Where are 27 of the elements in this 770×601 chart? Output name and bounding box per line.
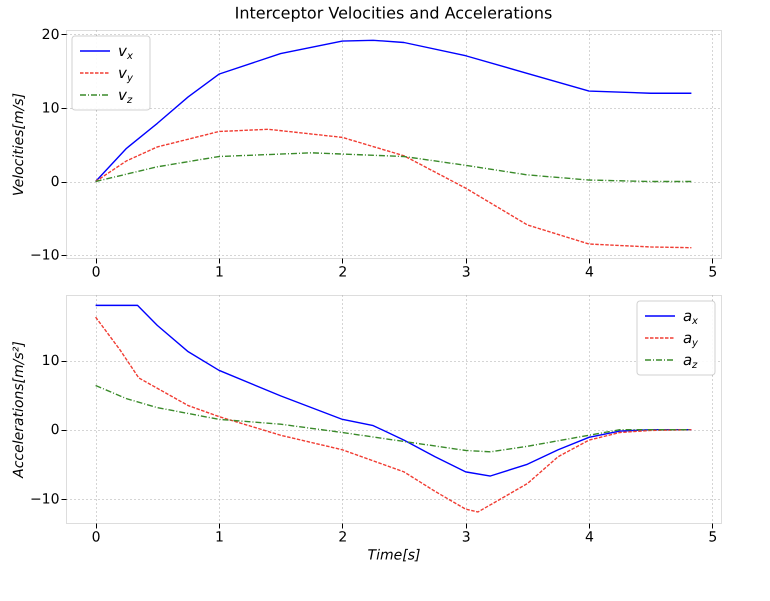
x-tick-label: 0 xyxy=(92,264,101,280)
line-series xyxy=(94,40,692,182)
line-series xyxy=(94,152,692,182)
chart-title: Interceptor Velocities and Accelerations xyxy=(234,3,552,22)
line-series xyxy=(94,128,692,248)
x-tick-label: 3 xyxy=(462,264,471,280)
x-tick-label: 2 xyxy=(338,530,348,546)
y-tick-label: 20 xyxy=(42,26,60,43)
y-tick-label: 10 xyxy=(42,353,60,370)
y-tick-label: 0 xyxy=(50,422,60,438)
x-tick-label: 0 xyxy=(92,530,101,546)
x-tick-label: 5 xyxy=(708,530,718,546)
x-tick-label: 1 xyxy=(214,264,224,280)
y-tick-label: 10 xyxy=(42,100,60,116)
x-tick-label: 4 xyxy=(585,530,594,546)
y-tick-label: 0 xyxy=(50,174,60,190)
x-tick-label: 5 xyxy=(708,264,718,280)
x-axis-title: Time[s] xyxy=(368,548,420,564)
line-series xyxy=(94,384,692,453)
x-tick-label: 3 xyxy=(462,530,471,546)
x-tick-label: 4 xyxy=(585,264,594,280)
x-tick-label: 2 xyxy=(338,264,348,280)
y-axis-title: Velocities[m/s] xyxy=(10,92,27,196)
x-tick-label: 1 xyxy=(214,530,224,546)
y-axis-title: Accelerations[m/s²] xyxy=(10,341,27,479)
y-tick-label: −10 xyxy=(30,491,60,508)
y-tick-label: −10 xyxy=(30,248,60,264)
